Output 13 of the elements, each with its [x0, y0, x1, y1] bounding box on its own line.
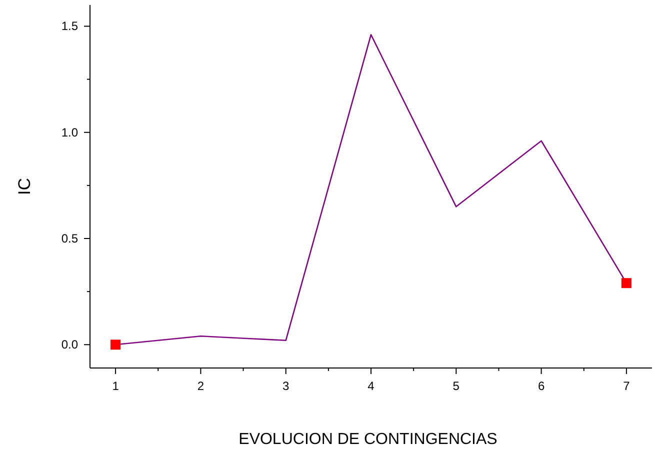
x-tick-label: 2	[197, 379, 204, 393]
x-tick-label: 1	[112, 379, 120, 393]
x-tick-label: 3	[282, 379, 290, 393]
y-tick-label: 1.0	[61, 125, 78, 140]
x-tick-label: 5	[452, 379, 460, 393]
y-axis-title: IC	[15, 178, 34, 195]
x-axis-title: EVOLUCION DE CONTINGENCIAS	[238, 431, 498, 448]
y-tick-label: 0.5	[61, 232, 78, 246]
x-tick-label: 4	[368, 379, 375, 393]
y-tick-label: 1.5	[61, 19, 78, 34]
x-tick-label: 7	[623, 379, 630, 393]
y-tick-label: 0.0	[61, 338, 78, 352]
x-tick-label: 6	[538, 379, 545, 393]
